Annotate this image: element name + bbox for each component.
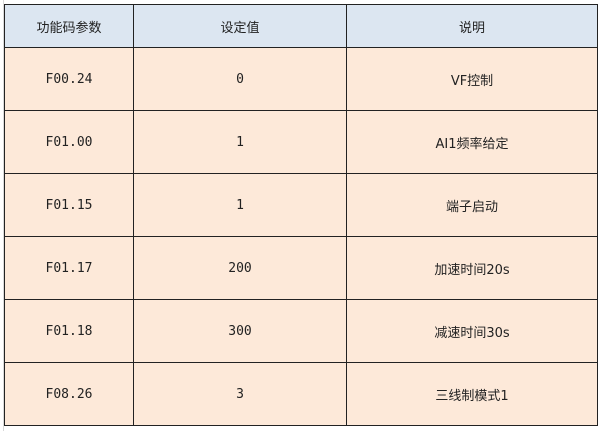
setting-value-cell: 1 — [133, 110, 347, 174]
setting-value-cell: 3 — [133, 362, 347, 426]
description-cell: AI1频率给定 — [346, 110, 598, 174]
description-cell: 加速时间20s — [346, 236, 598, 300]
table-row: F08.26 3 三线制模式1 — [4, 362, 598, 426]
description-cell: VF控制 — [346, 47, 598, 111]
header-function-code: 功能码参数 — [4, 4, 134, 48]
setting-value-cell: 300 — [133, 299, 347, 363]
function-code-cell: F01.18 — [4, 299, 134, 363]
description-cell: 三线制模式1 — [346, 362, 598, 426]
description-cell: 端子启动 — [346, 173, 598, 237]
header-description: 说明 — [346, 4, 598, 48]
table-row: F00.24 0 VF控制 — [4, 47, 598, 111]
setting-value-cell: 0 — [133, 47, 347, 111]
function-code-cell: F01.00 — [4, 110, 134, 174]
function-code-cell: F01.17 — [4, 236, 134, 300]
header-setting-value: 设定值 — [133, 4, 347, 48]
table-row: F01.17 200 加速时间20s — [4, 236, 598, 300]
parameter-table: 功能码参数 设定值 说明 F00.24 0 VF控制 F01.00 1 AI1频… — [4, 4, 598, 426]
table-row: F01.18 300 减速时间30s — [4, 299, 598, 363]
setting-value-cell: 200 — [133, 236, 347, 300]
table-row: F01.15 1 端子启动 — [4, 173, 598, 237]
header-row: 功能码参数 设定值 说明 — [4, 4, 598, 48]
function-code-cell: F00.24 — [4, 47, 134, 111]
function-code-cell: F01.15 — [4, 173, 134, 237]
description-cell: 减速时间30s — [346, 299, 598, 363]
setting-value-cell: 1 — [133, 173, 347, 237]
function-code-cell: F08.26 — [4, 362, 134, 426]
sheet-gridline — [3, 0, 4, 431]
table-row: F01.00 1 AI1频率给定 — [4, 110, 598, 174]
